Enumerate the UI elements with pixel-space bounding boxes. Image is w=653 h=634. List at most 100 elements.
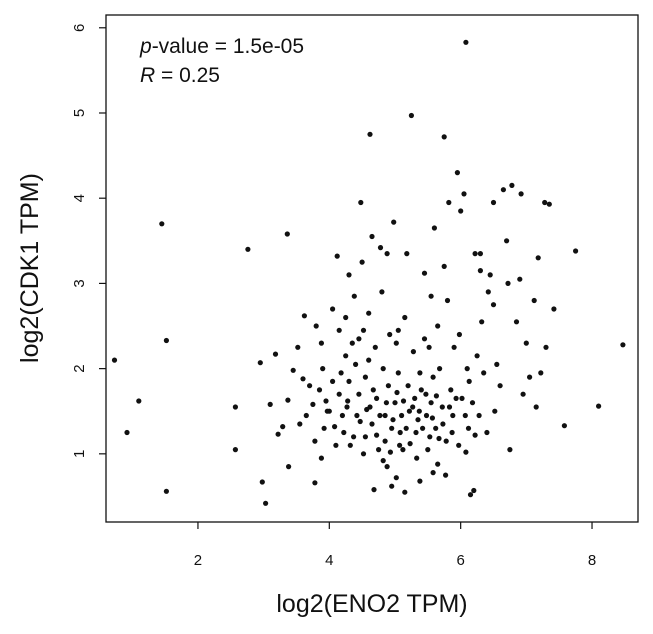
data-point-66 — [376, 447, 382, 453]
data-point-164 — [374, 432, 380, 438]
y-tick-label-1: 1 — [71, 450, 88, 458]
data-point-147 — [538, 370, 544, 376]
data-point-79 — [393, 340, 399, 346]
data-point-203 — [336, 391, 342, 397]
data-point-137 — [504, 238, 510, 244]
data-point-87 — [406, 408, 412, 414]
data-point-74 — [387, 331, 393, 338]
annotation-r: R = 0.25 — [140, 64, 220, 87]
data-point-73 — [385, 383, 391, 389]
data-point-67 — [377, 245, 384, 251]
data-point-163 — [370, 387, 376, 393]
plot-frame — [105, 14, 639, 523]
data-point-167 — [383, 400, 389, 406]
data-point-152 — [561, 423, 568, 429]
data-point-207 — [520, 391, 526, 397]
data-point-133 — [492, 408, 498, 414]
data-point-98 — [426, 344, 432, 350]
data-point-3 — [159, 221, 165, 227]
data-point-1 — [124, 429, 130, 436]
data-point-8 — [245, 246, 251, 252]
data-point-114 — [456, 331, 462, 338]
data-point-161 — [360, 451, 367, 457]
data-point-43 — [341, 429, 347, 436]
data-point-4 — [163, 337, 169, 344]
data-point-189 — [456, 442, 462, 448]
data-point-6 — [232, 404, 238, 410]
data-point-136 — [500, 187, 506, 193]
data-point-144 — [527, 374, 533, 380]
data-point-68 — [379, 289, 385, 295]
data-point-155 — [620, 342, 626, 348]
data-point-206 — [517, 276, 523, 282]
data-point-85 — [404, 251, 410, 257]
data-point-52 — [356, 391, 362, 397]
data-point-192 — [395, 327, 401, 333]
data-point-76 — [389, 483, 395, 489]
data-point-126 — [476, 412, 482, 419]
data-point-27 — [312, 480, 318, 486]
data-point-187 — [449, 429, 455, 436]
data-point-168 — [387, 449, 393, 455]
data-point-26 — [310, 401, 316, 407]
data-point-16 — [284, 231, 290, 237]
data-point-11 — [263, 500, 269, 506]
data-point-193 — [402, 314, 408, 321]
data-point-47 — [347, 442, 353, 448]
data-point-188 — [453, 395, 459, 401]
data-point-72 — [384, 251, 390, 257]
data-point-64 — [372, 344, 378, 350]
data-point-128 — [479, 319, 485, 325]
data-point-41 — [338, 370, 344, 376]
data-point-0 — [111, 357, 118, 363]
data-point-191 — [466, 378, 472, 384]
data-point-178 — [420, 425, 426, 431]
data-point-32 — [320, 366, 326, 372]
data-point-44 — [343, 353, 349, 359]
data-point-162 — [364, 406, 370, 413]
data-point-129 — [481, 370, 487, 376]
data-point-69 — [380, 366, 386, 372]
data-point-83 — [400, 447, 406, 453]
data-point-105 — [439, 404, 445, 410]
data-point-50 — [353, 361, 359, 367]
data-point-45 — [345, 398, 351, 404]
data-point-176 — [414, 455, 420, 461]
data-point-109 — [446, 199, 452, 206]
data-point-134 — [494, 361, 500, 367]
y-axis-title: log2(CDK1 TPM) — [16, 173, 44, 363]
data-point-30 — [316, 387, 323, 393]
data-point-56 — [362, 374, 368, 380]
data-point-22 — [297, 421, 303, 427]
data-point-82 — [399, 412, 405, 419]
data-point-184 — [440, 421, 446, 427]
data-point-141 — [513, 319, 520, 325]
points-layer — [111, 39, 626, 506]
data-point-49 — [351, 293, 357, 299]
data-point-116 — [459, 395, 465, 401]
data-point-28 — [312, 438, 318, 444]
annotation-pvalue: p-value = 1.5e-05 — [139, 35, 304, 58]
data-point-113 — [454, 170, 460, 176]
data-point-214 — [417, 478, 423, 484]
data-point-17 — [285, 397, 291, 403]
y-tick-label-5: 5 — [71, 109, 88, 117]
annotation-pvalue-prefix: p — [139, 35, 152, 58]
data-point-112 — [451, 344, 457, 350]
data-point-118 — [463, 39, 469, 45]
data-point-156 — [324, 408, 330, 414]
data-point-106 — [441, 134, 447, 140]
data-point-204 — [490, 199, 497, 206]
data-point-25 — [307, 383, 313, 389]
data-point-139 — [507, 447, 513, 453]
data-point-172 — [400, 398, 407, 404]
data-point-195 — [435, 323, 441, 329]
data-point-209 — [485, 289, 491, 295]
data-point-60 — [367, 131, 373, 137]
data-point-210 — [463, 449, 469, 455]
data-point-117 — [461, 191, 467, 197]
annotation-r-rest: = 0.25 — [155, 64, 220, 87]
data-point-94 — [418, 387, 424, 393]
data-point-169 — [390, 417, 396, 423]
data-point-197 — [428, 293, 434, 299]
